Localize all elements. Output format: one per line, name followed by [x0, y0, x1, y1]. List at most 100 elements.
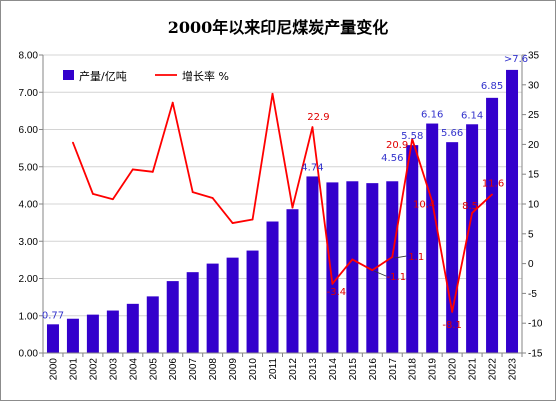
y-left-tick-label: 7.00 [19, 88, 39, 99]
x-tick-label: 2007 [188, 358, 199, 381]
y-left-tick-label: 4.00 [19, 200, 39, 211]
leader-line-2017 [394, 255, 407, 259]
bar-2017 [386, 181, 399, 353]
line-data-label-2018: 20.9 [386, 140, 408, 151]
growth-point-2008 [211, 197, 214, 199]
x-tick-label: 2015 [348, 358, 359, 381]
growth-point-2018 [411, 138, 414, 140]
y-right-tick-label: 5 [528, 229, 534, 240]
x-tick-label: 2019 [428, 358, 439, 381]
y-right-tick-label: -15 [528, 349, 543, 360]
growth-point-2019 [431, 200, 434, 203]
leader-line-2016 [374, 270, 387, 277]
bar-2012 [286, 209, 299, 353]
bar-2008 [206, 263, 219, 353]
x-tick-label: 2003 [108, 358, 119, 381]
x-tick-label: 2020 [448, 358, 459, 381]
y-right-tick-label: 20 [528, 140, 540, 151]
bar-data-label-2020: 5.66 [441, 128, 463, 139]
y-left-tick-label: 3.00 [19, 237, 39, 248]
gridlines [43, 54, 522, 317]
chart-title: 2000年以来印尼煤炭产量变化 [168, 18, 389, 37]
line-data-label-2017: 1.1 [408, 252, 424, 263]
legend: 产量/亿吨 增长率 % [63, 69, 229, 83]
bar-2009 [226, 257, 239, 353]
x-tick-label: 2023 [508, 358, 519, 381]
x-tick-label: 2006 [168, 358, 179, 381]
bar-2002 [86, 314, 99, 353]
bar-2023 [506, 69, 519, 354]
y-left-tick-label: 8.00 [19, 51, 39, 62]
bar-2015 [346, 181, 359, 353]
growth-point-2015 [351, 258, 354, 261]
bar-2010 [246, 250, 259, 353]
growth-point-2022 [491, 193, 493, 196]
x-tick-label: 2002 [88, 358, 99, 381]
growth-point-2014 [331, 282, 334, 285]
legend-bar-label: 产量/亿吨 [79, 69, 127, 83]
x-tick-label: 2005 [148, 358, 159, 381]
x-tick-label: 2018 [408, 358, 419, 381]
y-right-tick-label: 15 [528, 170, 540, 181]
y-right-tick-label: 25 [528, 110, 540, 121]
bar-data-label-2013: 4.74 [301, 162, 323, 173]
x-tick-label: 2000 [48, 358, 59, 381]
x-tick-label: 2004 [128, 358, 139, 381]
growth-point-2020 [451, 310, 454, 313]
line-data-label-2014: -3.4 [327, 287, 347, 298]
growth-point-2021 [471, 212, 474, 214]
line-series [72, 92, 493, 313]
bar-2016 [366, 183, 379, 353]
bar-2001 [66, 318, 79, 353]
bar-2019 [426, 123, 439, 353]
bar-2013 [306, 176, 319, 353]
growth-point-2005 [151, 170, 154, 173]
y-left-tick-label: 6.00 [19, 125, 39, 136]
x-tick-label: 2010 [248, 358, 259, 381]
line-data-label-2020: -8.1 [442, 320, 462, 331]
x-tick-label: 2013 [308, 358, 319, 381]
line-data-label-2019: 10.4 [413, 200, 435, 211]
growth-point-2011 [271, 92, 274, 95]
x-tick-label: 2012 [288, 358, 299, 381]
bar-2021 [466, 124, 479, 353]
bar-data-label-2023: >7.6 [504, 54, 528, 65]
growth-point-2010 [251, 218, 254, 221]
growth-point-2007 [191, 191, 194, 193]
x-tick-label: 2021 [468, 358, 479, 381]
bar-2005 [146, 296, 159, 353]
y-left-tick-label: 2.00 [19, 274, 39, 285]
growth-point-2013 [311, 126, 314, 129]
y-left-tick-label: 5.00 [19, 162, 39, 173]
growth-rate-line [72, 92, 493, 313]
bar-2007 [186, 272, 199, 353]
bar-data-label-2016: 4.56 [381, 153, 403, 164]
legend-bar-swatch [63, 70, 74, 80]
y-right-tick-label: 30 [528, 80, 540, 91]
legend-line-label: 增长率 % [182, 69, 229, 83]
x-tick-label: 2014 [328, 358, 339, 381]
growth-point-2016 [371, 269, 374, 272]
x-tick-label: 2017 [388, 358, 399, 381]
y-left-tick-label: 1.00 [19, 311, 39, 322]
x-tick-label: 2022 [488, 358, 499, 381]
y-right-tick-label: -10 [528, 319, 543, 330]
x-tick-label: 2009 [228, 358, 239, 381]
x-tick-label: 2008 [208, 358, 219, 381]
line-data-label-2021: 8.5 [462, 201, 478, 212]
bar-2014 [326, 182, 339, 353]
bar-data-label-2000: 0.77 [42, 310, 64, 321]
bar-2000 [46, 324, 59, 353]
bar-data-label-2019: 6.16 [421, 110, 443, 121]
bar-2003 [106, 310, 119, 353]
y-left-tick-label: 0.00 [19, 349, 39, 360]
x-tick-label: 2016 [368, 358, 379, 381]
bar-data-label-2018: 5.58 [401, 131, 423, 142]
bar-2011 [266, 221, 279, 353]
line-data-label-2022: 11.6 [482, 178, 504, 189]
growth-point-2009 [231, 222, 234, 224]
bar-data-label-2021: 6.14 [461, 110, 483, 121]
growth-point-2001 [72, 141, 74, 144]
data-labels: 0.77 4.74 4.56 5.58 6.16 5.66 6.14 6.85 >7.6 22.9… [42, 54, 528, 331]
